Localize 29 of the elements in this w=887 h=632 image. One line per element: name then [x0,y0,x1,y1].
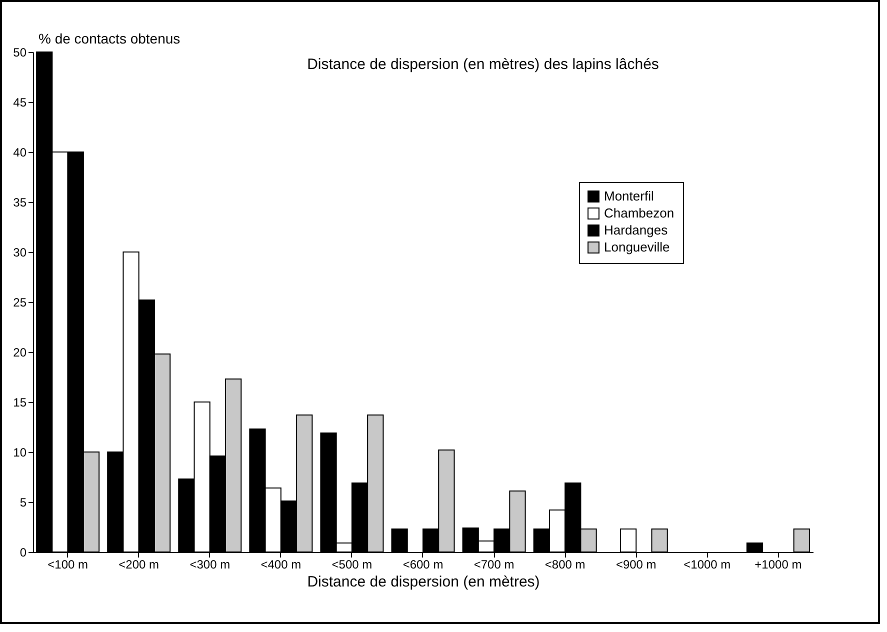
y-axis-title: % de contacts obtenus [38,30,180,46]
x-tick-label: <800 m [544,558,586,572]
legend-label: Monterfil [604,188,654,204]
y-tick-label: 30 [13,246,27,260]
y-tick-label: 5 [20,496,27,510]
y-tick-label: 35 [13,196,27,210]
x-tick-label: <900 m [616,558,656,572]
legend-label: Hardanges [604,222,668,238]
y-tick-label: 15 [13,396,27,410]
y-tick-label: 45 [13,96,27,110]
legend-label: Chambezon [604,206,674,220]
y-tick-label: 50 [13,46,27,60]
y-tick-label: 10 [13,446,27,460]
legend-label: Longueville [604,240,670,254]
x-tick-label: <400 m [260,558,302,572]
chart-title: Distance de dispersion (en mètres) des lapins lâchés [307,56,659,73]
x-axis-title: Distance de dispersion (en mètres) [307,574,540,590]
y-tick-label: 25 [13,296,27,310]
x-tick-label: <1000 m [684,558,731,572]
y-tick-label: 20 [13,346,27,360]
y-tick-label: 40 [13,146,27,160]
x-tick-label: <300 m [190,558,230,572]
x-tick-label: <600 m [402,558,444,572]
x-tick-label: <700 m [474,558,514,572]
x-tick-label: <100 m [48,558,88,572]
x-tick-label: <200 m [118,558,160,572]
x-tick-label: +1000 m [754,558,802,572]
y-tick-label: 0 [20,546,27,560]
x-tick-label: <500 m [332,558,372,572]
